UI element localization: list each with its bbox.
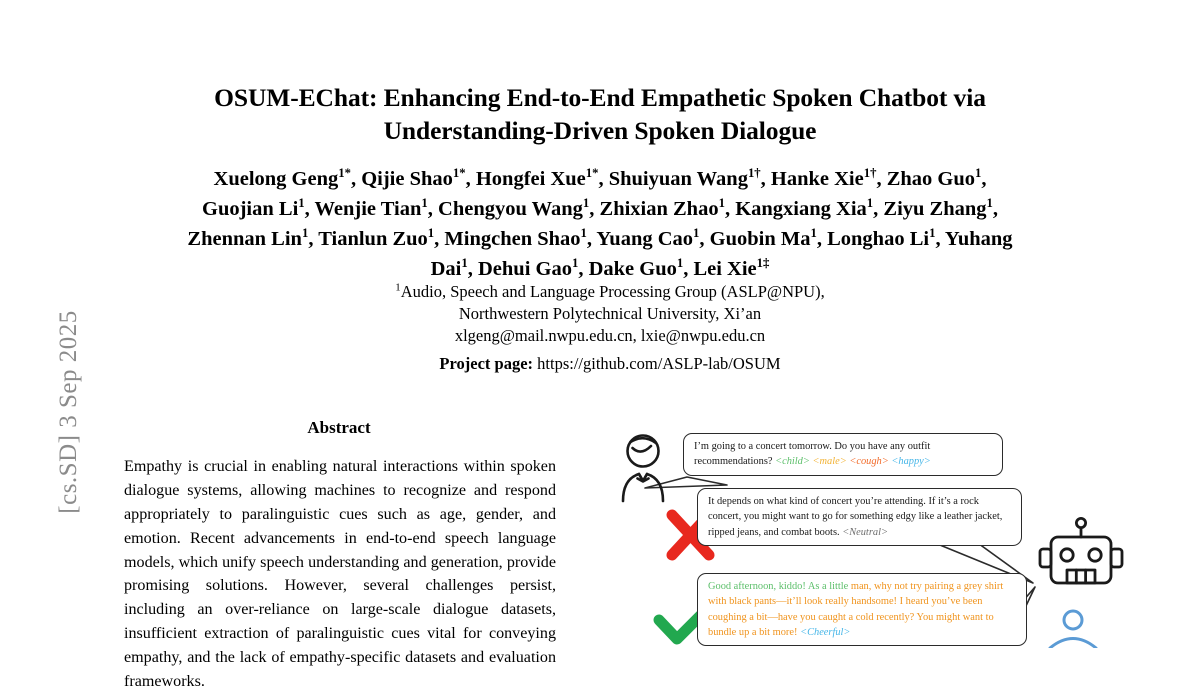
author-affiliation-marker: 1	[582, 196, 590, 211]
author-name: , Chengyou Wang	[427, 198, 583, 221]
affiliation-emails: xlgeng@mail.nwpu.edu.cn, lxie@nwpu.edu.c…	[454, 325, 766, 345]
author-affiliation-marker: 1*	[452, 166, 466, 181]
project-page-url[interactable]: https://github.com/ASLP-lab/OSUM	[537, 354, 781, 373]
author-affiliation-marker: 1	[580, 226, 587, 241]
author-name: Zhennan Lin	[187, 228, 302, 251]
author-separator: ,	[981, 168, 987, 190]
author-name: , Ziyu Zhang	[873, 198, 987, 221]
author-name: , Longhao Li	[816, 228, 930, 251]
author-name: , Yuang Cao	[586, 228, 694, 251]
user-message-bubble[interactable]: I’m going to a concert tomorrow. Do you …	[683, 433, 1003, 476]
author-name: , Qijie Shao	[350, 168, 453, 190]
blue-avatar-icon	[1048, 609, 1098, 648]
abstract-heading: Abstract	[307, 418, 371, 437]
project-page-label: Project page:	[439, 354, 534, 373]
author-affiliation-marker: 1	[866, 196, 874, 211]
author-affiliation-marker: 1	[571, 256, 579, 271]
author-affiliation-marker: 1†	[747, 166, 761, 181]
author-name: , Zhao Guo	[876, 168, 975, 190]
author-name: , Dake Guo	[578, 258, 677, 281]
author-affiliation-marker: 1	[676, 256, 684, 271]
author-name: Dai	[430, 258, 462, 281]
author-name: Guojian Li	[202, 198, 299, 221]
user-message-text: I’m going to a concert tomorrow. Do you …	[694, 441, 931, 468]
author-affiliation-marker: 1	[974, 166, 982, 181]
author-affiliation-marker: 1	[986, 196, 993, 211]
author-affiliation-marker: 1	[929, 226, 936, 241]
affiliation-university: Northwestern Polytechnical University, X…	[458, 303, 762, 323]
author-list: Xuelong Geng1*, Qijie Shao1*, Hongfei Xu…	[110, 164, 1090, 285]
accepted-response-segment-age: Good afternoon, kiddo! As a little	[708, 581, 851, 592]
author-affiliation-marker: 1	[461, 256, 468, 271]
person-icon	[621, 434, 665, 503]
author-name: Xuelong Geng	[213, 168, 339, 190]
accepted-response-segment-main: man, why not try pairing a grey shirt wi…	[708, 581, 1004, 638]
affiliation-institute: Audio, Speech and Language Processing Gr…	[400, 282, 825, 301]
rejected-response-bubble[interactable]: It depends on what kind of concert you’r…	[697, 488, 1022, 546]
project-page-line: Project page: https://github.com/ASLP-la…	[300, 354, 920, 374]
paper-page: OSUM-EChat: Enhancing End-to-End Empathe…	[110, 83, 1200, 690]
author-affiliation-marker: 1	[427, 226, 435, 241]
author-name: , Mingchen Shao	[434, 228, 581, 251]
page-title: OSUM-EChat: Enhancing End-to-End Empathe…	[214, 83, 986, 145]
robot-icon	[1038, 517, 1124, 585]
author-affiliation-marker: 1†	[863, 166, 877, 181]
affiliation-marker: 1	[395, 281, 401, 294]
tag-happy: <happy>	[891, 456, 931, 468]
author-affiliation-marker: 1*	[338, 166, 351, 181]
tag-neutral: <Neutral>	[842, 526, 888, 538]
author-name: , Guobin Ma	[699, 228, 811, 251]
rejected-response-text: It depends on what kind of concert you’r…	[708, 496, 1003, 538]
author-name: , Kangxiang Xia	[724, 198, 867, 221]
author-name: , Hanke Xie	[760, 168, 864, 190]
author-affiliation-marker: 1	[718, 196, 725, 211]
author-name: , Dehui Gao	[467, 258, 572, 281]
affiliation-block: 1Audio, Speech and Language Processing G…	[300, 281, 920, 347]
tag-child: <child>	[775, 456, 810, 468]
author-name: , Hongfei Xue	[465, 168, 586, 190]
author-name: , Tianlun Zuo	[308, 228, 428, 251]
author-name: , Shuiyuan Wang	[598, 168, 748, 190]
abstract-body: Empathy is crucial in enabling natural i…	[124, 458, 556, 691]
author-affiliation-marker: 1*	[585, 166, 599, 181]
tag-male: <male>	[812, 456, 847, 468]
author-affiliation-marker: 1	[298, 196, 305, 211]
author-affiliation-marker: 1	[421, 196, 428, 211]
author-name: , Yuhang	[935, 228, 1013, 251]
author-affiliation-marker: 1	[810, 226, 817, 241]
user-bubble-tail	[644, 476, 728, 489]
author-name: , Wenjie Tian	[304, 198, 422, 221]
tag-cheerful: <Cheerful>	[800, 626, 851, 638]
author-separator: ,	[992, 198, 998, 221]
author-affiliation-marker: 1	[301, 226, 309, 241]
teaser-figure: I’m going to a concert tomorrow. Do you …	[615, 415, 1200, 648]
author-name: , Lei Xie	[683, 258, 757, 281]
author-affiliation-marker: 1‡	[756, 256, 770, 271]
accepted-response-bubble[interactable]: Good afternoon, kiddo! As a little man, …	[697, 573, 1027, 647]
author-affiliation-marker: 1	[693, 226, 700, 241]
affiliation-line: 1Audio, Speech and Language Processing G…	[300, 281, 920, 303]
tag-cough: <cough>	[849, 456, 889, 468]
author-name: , Zhixian Zhao	[589, 198, 719, 221]
